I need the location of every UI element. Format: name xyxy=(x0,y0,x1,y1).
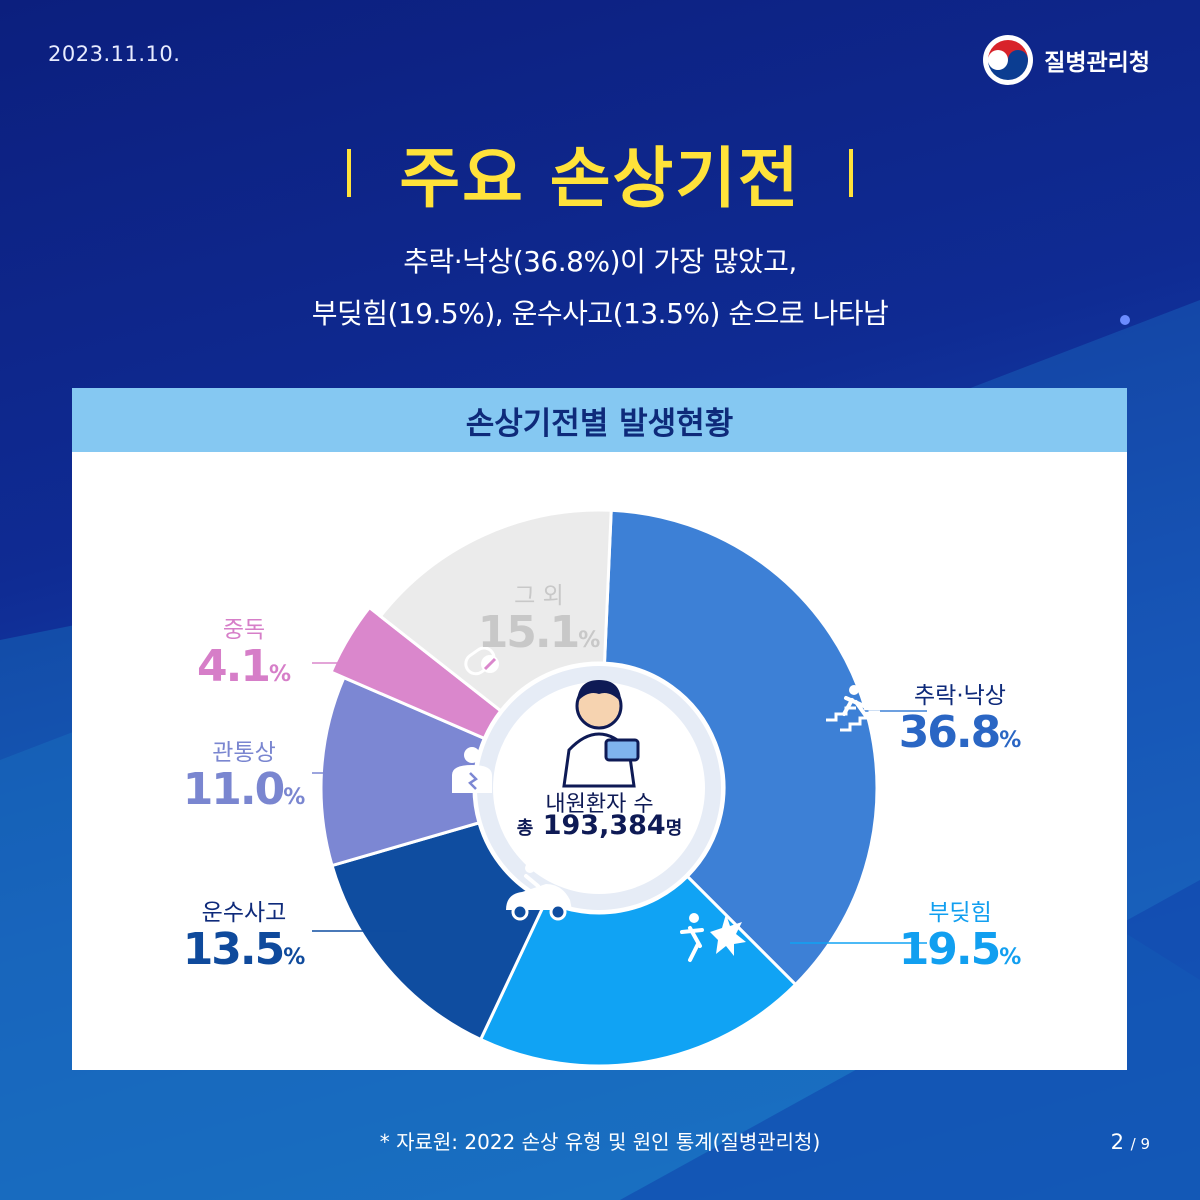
page-title: 주요 손상기전 xyxy=(399,140,801,217)
label-other-name: 그 외 xyxy=(514,583,564,609)
poison-bottle-icon xyxy=(464,646,499,676)
label-penetrating-value: 11.0% xyxy=(182,764,306,815)
label-penetrating-name: 관통상 xyxy=(212,740,276,766)
agency-logo: 질병관리청 xyxy=(982,34,1150,86)
label-traffic-value: 13.5% xyxy=(182,924,306,975)
label-traffic-name: 운수사고 xyxy=(201,900,287,926)
chart-header: 손상기전별 발생현황 xyxy=(72,388,1127,452)
label-poisoning-name: 중독 xyxy=(222,617,266,643)
page-current: 2 xyxy=(1110,1130,1124,1154)
slice-poisoning xyxy=(329,605,503,741)
chart-title: 손상기전별 발생현황 xyxy=(465,405,734,442)
title-block: 주요 손상기전 xyxy=(0,125,1200,221)
chart-card: 손상기전별 발생현황 내원환자 수 총 193,384명 추락·낙상 36.8%… xyxy=(72,388,1127,1070)
collision-icon xyxy=(680,913,746,962)
donut-chart xyxy=(312,508,927,1068)
page-total: 9 xyxy=(1140,1135,1150,1153)
slice-other xyxy=(378,508,613,713)
penetrating-injury-icon xyxy=(452,747,492,793)
page-indicator: 2 / 9 xyxy=(1110,1130,1150,1154)
slice-collision xyxy=(478,874,798,1068)
label-poisoning: 중독 4.1% xyxy=(164,610,324,690)
donut-hole xyxy=(493,682,705,894)
agency-name: 질병관리청 xyxy=(1044,50,1150,76)
subtitle-line-1: 추락·낙상(36.8%)이 가장 많았고, xyxy=(403,245,797,278)
slice-traffic xyxy=(330,821,548,1042)
center-total: 총 193,384명 xyxy=(72,810,1127,841)
label-fall: 추락·낙상 36.8% xyxy=(880,676,1040,756)
label-poisoning-value: 4.1% xyxy=(197,641,291,692)
title-bar-left xyxy=(347,149,352,197)
label-collision: 부딪힘 19.5% xyxy=(880,893,1040,973)
label-fall-name: 추락·낙상 xyxy=(914,683,1006,709)
label-collision-value: 19.5% xyxy=(898,924,1022,975)
title-bar-right xyxy=(848,149,853,197)
slice-fall xyxy=(602,508,879,987)
label-collision-name: 부딪힘 xyxy=(928,900,992,926)
label-fall-value: 36.8% xyxy=(898,707,1022,758)
center-label: 내원환자 수 xyxy=(545,792,654,817)
falling-stairs-icon xyxy=(826,685,880,732)
date: 2023.11.10. xyxy=(48,42,181,66)
subtitle-line-2: 부딪힘(19.5%), 운수사고(13.5%) 순으로 나타남 xyxy=(311,297,889,330)
center-unit: 명 xyxy=(665,818,683,839)
label-penetrating: 관통상 11.0% xyxy=(164,733,324,813)
label-other-value: 15.1% xyxy=(477,607,601,658)
patient-icon xyxy=(562,680,640,788)
center-prefix: 총 xyxy=(516,818,534,839)
source-note: * 자료원: 2022 손상 유형 및 원인 통계(질병관리청) xyxy=(379,1130,821,1154)
taegeuk-emblem-icon xyxy=(983,35,1034,85)
label-other: 그 외 15.1% xyxy=(464,576,614,656)
center-value: 193,384 xyxy=(542,810,666,841)
label-traffic: 운수사고 13.5% xyxy=(164,893,324,973)
car-accident-icon xyxy=(506,863,572,921)
